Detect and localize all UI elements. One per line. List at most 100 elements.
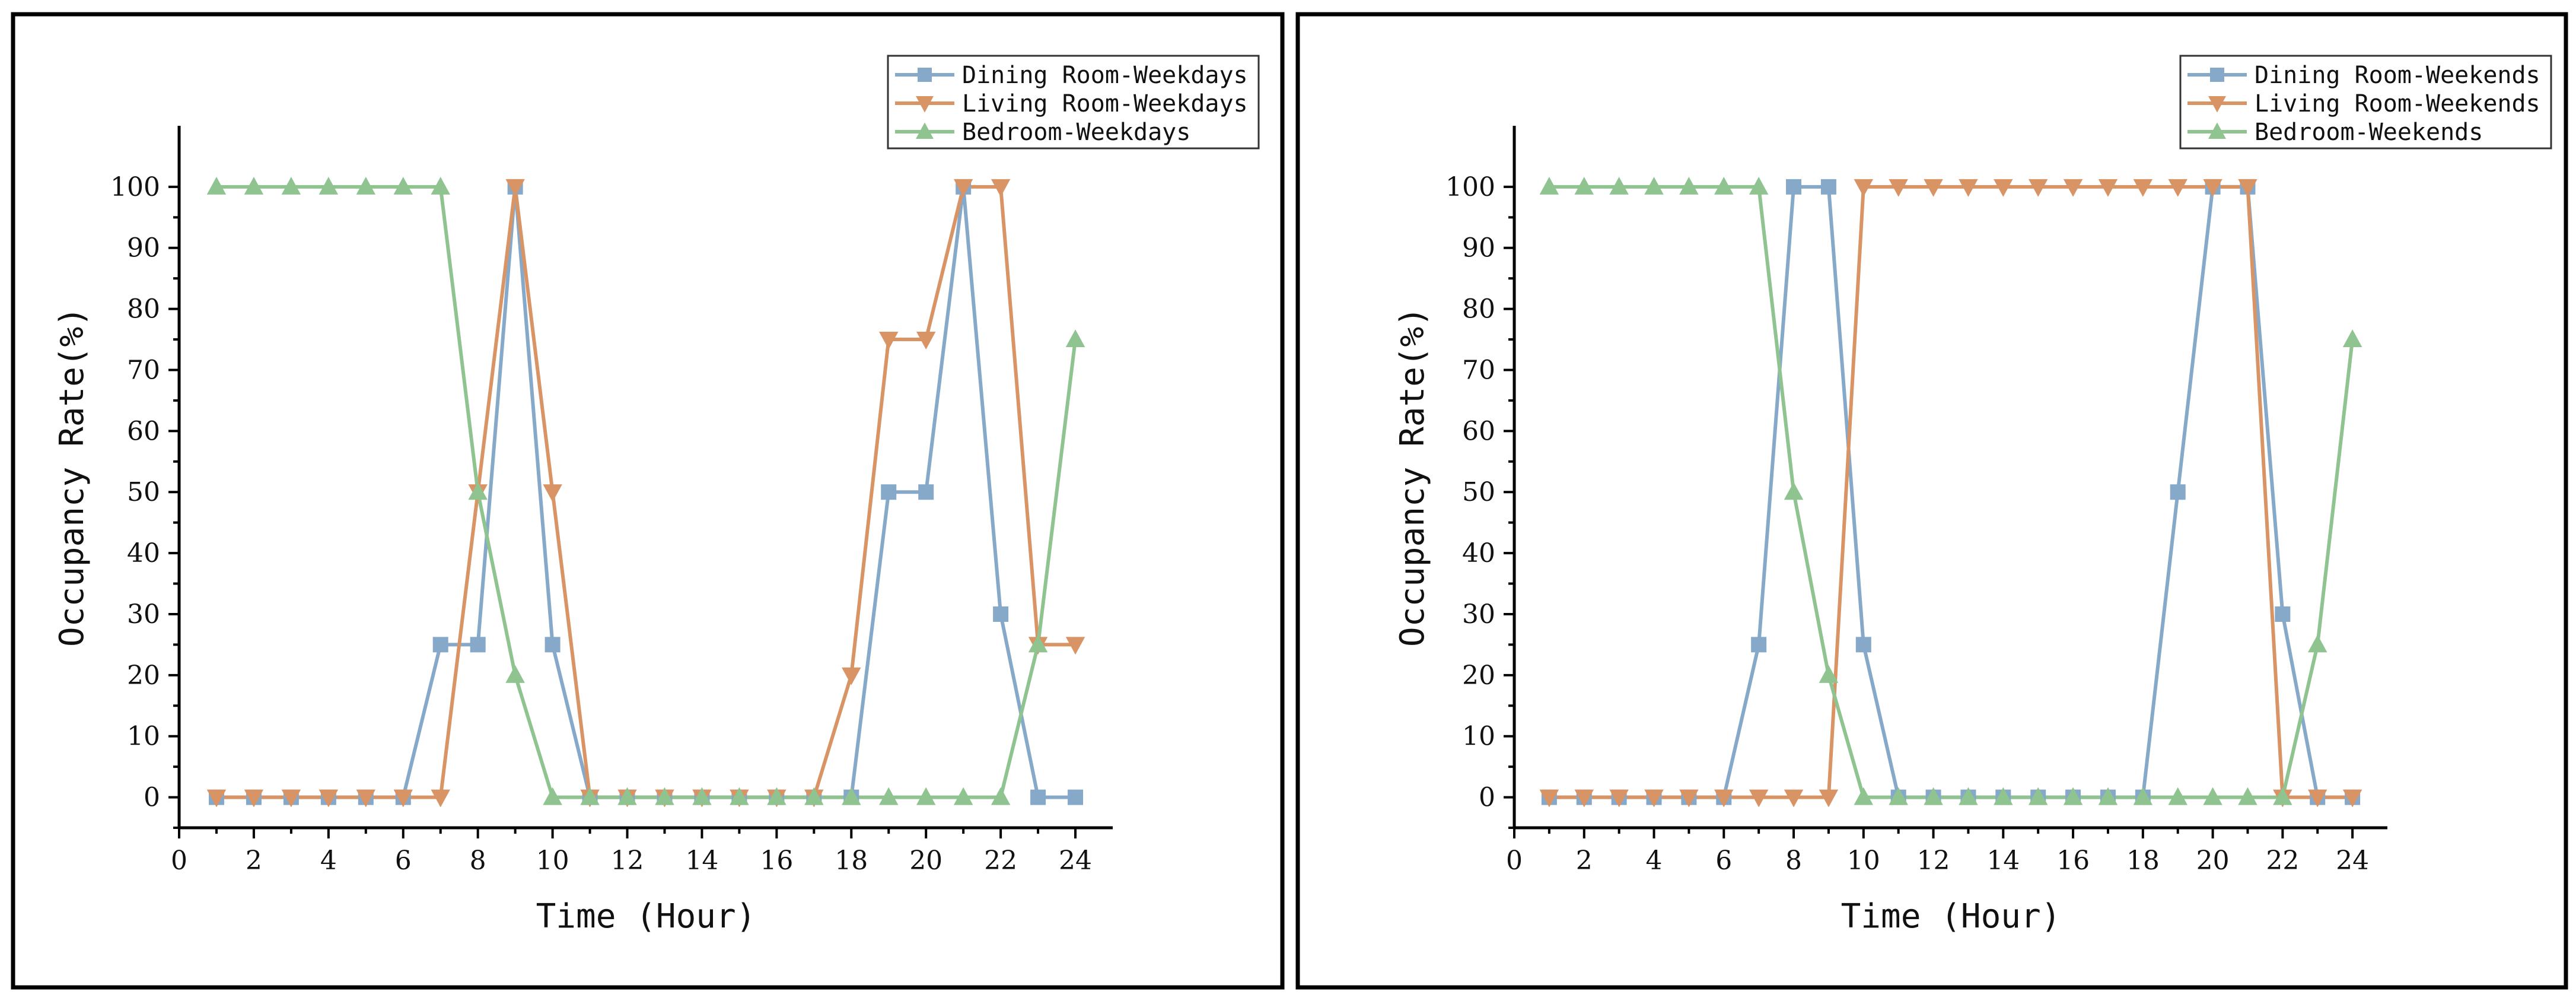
data-point-dining [1786,179,1802,195]
data-point-bedroom [206,176,227,195]
y-tick-label: 70 [127,355,160,385]
x-tick-label: 10 [1847,846,1880,876]
y-tick-label: 0 [1479,783,1495,813]
data-point-living [2168,179,2187,197]
series-line-living [1549,185,2353,799]
data-point-dining [1030,789,1046,805]
y-tick-label: 50 [1462,477,1495,507]
x-tick-label: 4 [320,846,337,876]
data-point-bedroom [655,787,674,805]
y-tick-label: 30 [127,599,160,630]
x-tick-label: 20 [909,846,942,876]
data-point-living [916,332,936,350]
series-line-bedroom [216,185,1077,799]
data-point-dining [545,637,561,653]
data-point-bedroom [2238,787,2257,805]
data-point-bedroom [1644,176,1664,195]
data-point-living [991,179,1011,197]
x-tick-label: 2 [1576,846,1593,876]
x-tick-label: 22 [984,846,1017,876]
x-tick-label: 14 [685,846,718,876]
data-point-living [2063,179,2083,197]
data-point-living [543,484,562,503]
y-tick-label: 80 [127,294,160,325]
data-point-living [842,667,861,685]
series-line-bedroom [1549,185,2355,799]
data-point-bedroom [991,787,1011,805]
x-tick-label: 20 [2196,846,2230,876]
legend-entry-label: Bedroom-Weekdays [962,119,1190,146]
data-point-dining [432,637,448,653]
legend-marker-bedroom [2208,122,2226,139]
data-point-bedroom [953,787,973,805]
data-point-living [1065,637,1085,655]
x-tick-label: 6 [395,846,412,876]
data-point-living [2238,179,2257,197]
data-point-bedroom [2063,787,2083,805]
data-point-living [1749,789,1769,808]
data-point-bedroom [1924,787,1943,805]
y-tick-label: 0 [144,783,160,813]
data-point-bedroom [2203,787,2222,805]
data-point-bedroom [2273,787,2292,805]
data-point-bedroom [767,787,787,805]
data-point-bedroom [842,787,861,805]
data-point-dining [881,484,897,500]
y-tick-label: 20 [1462,660,1495,691]
data-point-living [356,789,376,808]
data-point-bedroom [1679,176,1699,195]
data-point-dining [1751,637,1767,653]
data-point-living [1679,789,1699,808]
panel-border-weekends [1295,12,2568,990]
y-tick-label: 10 [127,722,160,752]
data-point-living [878,332,899,350]
data-point-living [2307,789,2327,808]
y-tick-label: 100 [110,172,160,202]
x-tick-label: 24 [1059,846,1092,876]
data-point-bedroom [730,787,749,805]
data-point-bedroom [1889,787,1908,805]
data-point-bedroom [1959,787,1978,805]
data-point-bedroom [2133,787,2153,805]
data-point-dining [1820,179,1836,195]
data-point-living [1539,789,1559,808]
data-point-living [1924,179,1943,197]
x-axis-label: Time (Hour) [536,897,756,936]
legend-entry-label: Dining Room-Weekends [2255,62,2540,89]
data-point-bedroom [2307,634,2327,653]
data-point-living [2342,789,2362,808]
data-point-bedroom [393,176,413,195]
data-point-living [206,789,227,808]
x-tick-label: 8 [470,846,486,876]
x-tick-label: 16 [2056,846,2090,876]
data-point-living [1819,789,1839,808]
series-line-living [216,185,1075,799]
data-point-living [244,789,264,808]
x-tick-label: 0 [1506,846,1523,876]
data-point-bedroom [505,665,525,683]
data-point-bedroom [1065,329,1085,348]
data-point-living [1854,179,1874,197]
x-tick-label: 10 [536,846,569,876]
y-tick-label: 40 [1462,538,1495,568]
data-point-dining [993,606,1009,622]
data-point-dining [1068,789,1084,805]
data-point-living [2133,179,2153,197]
data-point-bedroom [1749,176,1769,195]
legend-marker-living [2208,96,2226,113]
data-point-living [319,789,339,808]
series-line-dining [216,185,1075,799]
data-point-bedroom [1609,176,1629,195]
data-point-bedroom [1819,665,1839,683]
data-point-bedroom [878,787,899,805]
x-tick-label: 14 [1986,846,2020,876]
y-axis-label: Occupancy Rate(%) [1393,307,1432,647]
data-point-dining [918,484,934,500]
data-point-bedroom [281,176,301,195]
data-point-living [431,789,450,808]
data-point-dining [2275,606,2291,622]
data-point-living [1644,789,1664,808]
data-point-living [2028,179,2048,197]
x-tick-label: 18 [835,846,868,876]
